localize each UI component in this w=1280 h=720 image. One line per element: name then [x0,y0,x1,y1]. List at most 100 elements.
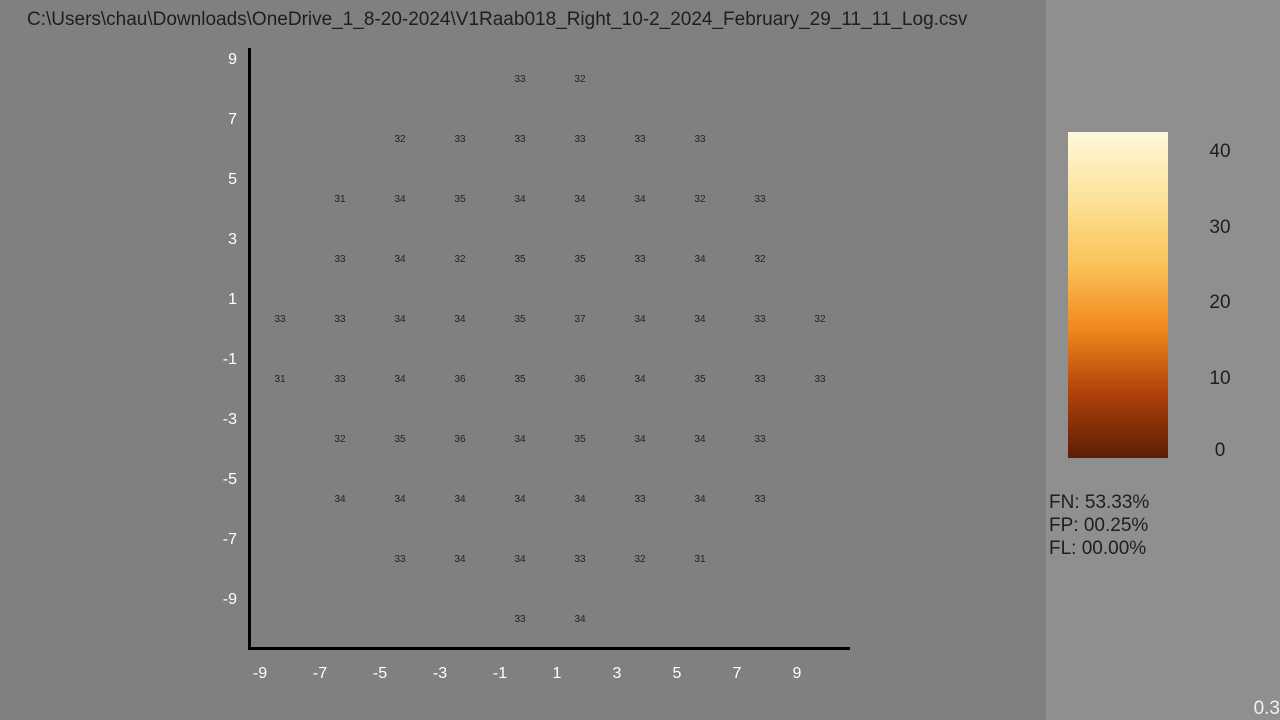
cell-value-label: 31 [334,194,346,205]
colorbar-tick-label: 10 [1209,368,1231,390]
cell-value-label: 33 [634,494,646,505]
cell-value-label: 34 [394,314,406,325]
cell-value-label: 34 [574,494,586,505]
cell-value-label: 31 [694,554,706,565]
cell-value-label: 33 [274,314,286,325]
cell-value-label: 36 [574,374,586,385]
x-tick-label: 9 [793,665,802,682]
cell-value-label: 33 [514,134,526,145]
cell-value-label: 34 [694,434,706,445]
y-tick-label: 1 [228,291,237,308]
cell-value-label: 35 [514,254,526,265]
cell-value-label: 35 [394,434,406,445]
x-tick-label: 1 [553,665,562,682]
cell-value-label: 33 [514,614,526,625]
cell-value-label: 35 [514,374,526,385]
cell-value-label: 35 [694,374,706,385]
cell-value-label: 35 [454,194,466,205]
cell-value-label: 33 [634,254,646,265]
x-tick-label: 7 [733,665,742,682]
cell-value-label: 33 [814,374,826,385]
cell-value-label: 33 [334,314,346,325]
cell-value-label: 34 [634,434,646,445]
cell-value-label: 32 [334,434,346,445]
y-tick-label: -3 [223,411,237,428]
cell-value-label: 34 [394,494,406,505]
file-path-title: C:\Users\chau\Downloads\OneDrive_1_8-20-… [27,9,968,30]
cell-value-label: 34 [694,314,706,325]
cell-value-label: 32 [814,314,826,325]
y-tick-label: 9 [228,51,237,68]
cell-value-label: 35 [514,314,526,325]
x-axis-ticks: -9 -7 -5 -3 -1 1 3 5 7 9 [253,665,802,682]
cell-value-label: 33 [334,374,346,385]
cell-value-label: 34 [454,494,466,505]
y-tick-label: 3 [228,231,237,248]
cell-value-label: 34 [514,554,526,565]
cell-value-label: 33 [754,314,766,325]
y-tick-label: -7 [223,531,237,548]
cell-value-label: 34 [694,254,706,265]
cell-value-label: 33 [754,374,766,385]
cell-value-label: 34 [454,314,466,325]
cell-value-label: 34 [394,374,406,385]
cell-value-label: 32 [574,74,586,85]
cell-value-label: 34 [394,254,406,265]
cell-value-label: 34 [694,494,706,505]
y-axis-ticks: 9 7 5 3 1 -1 -3 -5 -7 -9 [223,51,237,608]
y-tick-label: -1 [223,351,237,368]
cell-value-label: 33 [754,494,766,505]
cell-value-label: 33 [634,134,646,145]
colorbar-tick-label: 30 [1209,216,1231,238]
cell-value-label: 33 [754,434,766,445]
fixation-loss-stat: FL: 00.00% [1049,538,1147,559]
false-positive-stat: FP: 00.25% [1049,515,1149,536]
heatmap-cells [249,47,851,649]
y-tick-label: 5 [228,171,237,188]
cell-value-label: 34 [574,614,586,625]
y-tick-label: 7 [228,111,237,128]
cell-value-label: 34 [514,194,526,205]
y-tick-label: -9 [223,591,237,608]
colorbar-tick-label: 0 [1214,440,1226,461]
cell-value-label: 34 [574,194,586,205]
cell-value-label: 36 [454,434,466,445]
cell-value-label: 35 [574,434,586,445]
cell-value-label: 36 [454,374,466,385]
cell-value-label: 33 [334,254,346,265]
colorbar-gradient [1068,132,1168,458]
cell-value-label: 35 [574,254,586,265]
cell-value-label: 32 [754,254,766,265]
cell-value-label: 33 [754,194,766,205]
cell-value-label: 34 [514,494,526,505]
x-tick-label: -9 [253,665,267,682]
cell-value-label: 33 [574,134,586,145]
colorbar-tick-label: 40 [1209,140,1231,162]
x-tick-label: -1 [493,665,507,682]
x-tick-label: -3 [433,665,447,682]
cell-value-label: 33 [514,74,526,85]
heatmap-value-labels: 33 32 32 33 33 33 33 33 31 34 35 34 34 34 32 33 33 34 32 35… [274,74,826,625]
cell-value-label: 32 [394,134,406,145]
cell-value-label: 34 [454,554,466,565]
cell-value-label: 32 [634,554,646,565]
cell-value-label: 33 [574,554,586,565]
x-tick-label: 5 [673,665,682,682]
cell-value-label: 32 [454,254,466,265]
cell-value-label: 37 [574,314,586,325]
cell-value-label: 33 [454,134,466,145]
cell-value-label: 34 [334,494,346,505]
y-tick-label: -5 [223,471,237,488]
false-negative-stat: FN: 53.33% [1049,492,1150,513]
cell-value-label: 34 [634,314,646,325]
corner-value: 0.3 [1253,698,1280,719]
x-tick-label: 3 [613,665,622,682]
cell-value-label: 34 [634,194,646,205]
x-tick-label: -5 [373,665,387,682]
colorbar-tick-label: 20 [1209,292,1231,314]
cell-value-label: 32 [694,194,706,205]
cell-value-label: 33 [694,134,706,145]
cell-value-label: 34 [514,434,526,445]
cell-value-label: 34 [394,194,406,205]
